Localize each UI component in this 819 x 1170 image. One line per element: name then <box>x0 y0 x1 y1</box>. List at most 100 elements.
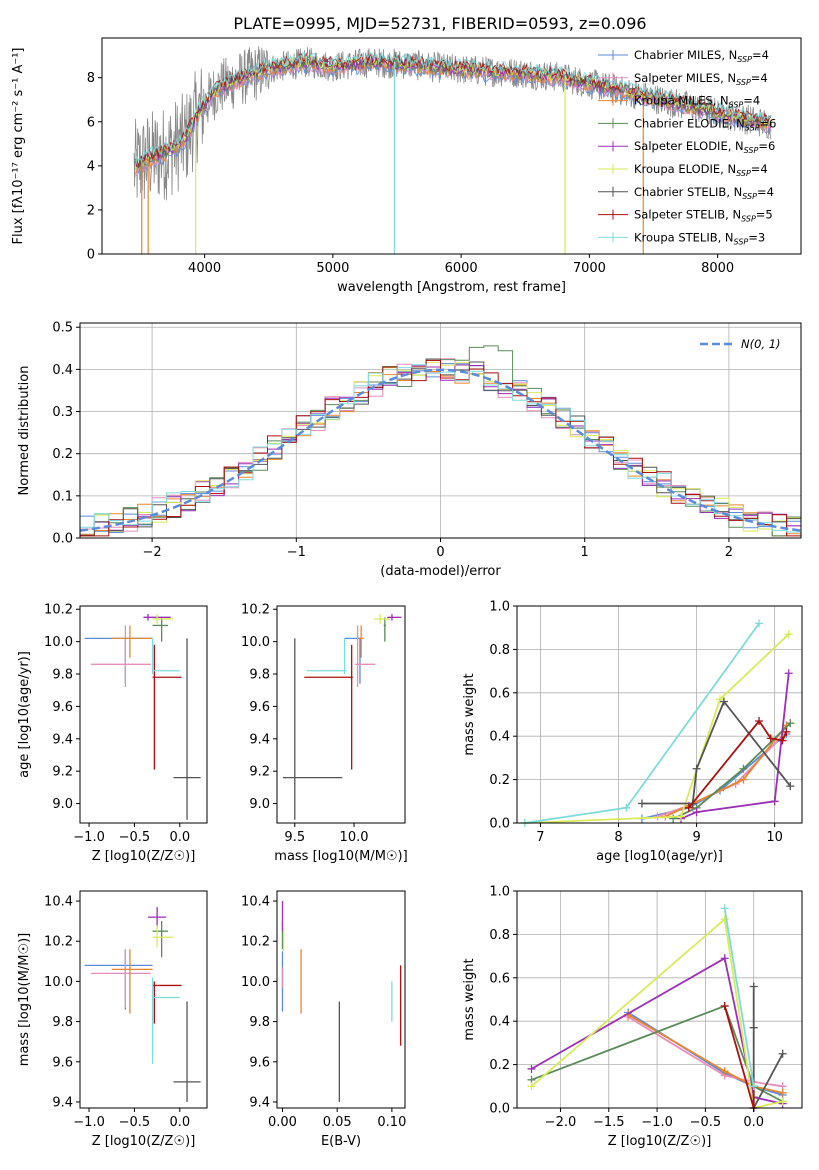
x-tick-label: −1.0 <box>73 830 105 845</box>
mass-weight-point <box>622 803 631 812</box>
normal-legend-label: N(0, 1) <box>741 337 781 351</box>
legend-label: Salpeter ELODIE, NSSP=6 <box>634 139 775 155</box>
x-tick-label: 2 <box>725 545 733 560</box>
y-tick-label: 9.4 <box>52 1095 73 1110</box>
x-axis-label: wavelength [Angstrom, rest frame] <box>337 280 566 295</box>
x-axis-label: Z [log10(Z/Z☉)] <box>608 1134 712 1149</box>
mw_vs_Z-marks <box>527 904 787 1112</box>
y-axis-label: Normed distribution <box>17 366 32 496</box>
x-tick-label: −1.0 <box>73 1115 105 1130</box>
x-tick-label: 6000 <box>445 261 478 276</box>
y-tick-label: 0.8 <box>489 643 510 658</box>
y-tick-label: 0.4 <box>489 730 510 745</box>
x-tick-label: 8000 <box>701 261 734 276</box>
x-tick-label: −1.5 <box>593 1115 625 1130</box>
y-tick-label: 9.2 <box>52 765 73 780</box>
spectrum-marks: Chabrier MILES, NSSP=4 Salpeter MILES, NS… <box>133 46 776 254</box>
mass-weight-line <box>688 719 788 809</box>
y-tick-label: 10.0 <box>44 975 73 990</box>
x-tick-label: 0.0 <box>743 1115 764 1130</box>
y-axis-label: Flux [fλ10⁻¹⁷ erg cm⁻² s⁻¹ A⁻¹] <box>11 48 26 245</box>
mass-weight-point <box>755 619 764 628</box>
y-tick-label: 0.3 <box>52 405 73 420</box>
mass_vs_ebv-frame <box>276 890 406 1109</box>
mass-weight-line <box>531 1004 784 1103</box>
y-tick-label: 8 <box>87 71 95 86</box>
x-tick-label: 4000 <box>188 261 221 276</box>
y-tick-label: 10.2 <box>44 935 73 950</box>
y-tick-label: 10.0 <box>241 635 270 650</box>
mass-weight-line <box>524 622 760 824</box>
y-tick-label: 0.6 <box>489 686 510 701</box>
legend-label: Kroupa STELIB, NSSP=3 <box>634 230 765 246</box>
residuals-marks: N(0, 1) <box>79 337 802 537</box>
mass-weight-line <box>752 986 784 1109</box>
x-tick-label: 5000 <box>316 261 349 276</box>
age_vs_Z-panel: −1.0 −0.5 0.0 9.0 9.2 9.4 9.6 9.8 10.0 10.2 Z [log… <box>17 603 208 864</box>
y-tick-label: 9.0 <box>52 797 73 812</box>
mass-weight-point <box>749 982 758 991</box>
legend-label: Kroupa MILES, NSSP=4 <box>634 94 760 110</box>
x-axis-label: Z [log10(Z/Z☉)] <box>92 849 196 864</box>
y-tick-label: 9.4 <box>52 732 73 747</box>
y-axis-label: age [log10(age/yr)] <box>17 651 32 778</box>
x-tick-label: 0.0 <box>169 830 190 845</box>
legend-label: Chabrier ELODIE, NSSP=6 <box>634 116 776 132</box>
y-tick-label: 10.4 <box>241 895 270 910</box>
x-tick-label: 0.10 <box>377 1115 406 1130</box>
x-tick-label: −0.5 <box>119 1115 151 1130</box>
legend-label: Chabrier STELIB, NSSP=4 <box>634 185 774 201</box>
y-tick-label: 0.2 <box>489 1058 510 1073</box>
mass-weight-line <box>524 633 790 824</box>
x-tick-label: −1.0 <box>641 1115 673 1130</box>
y-tick-label: 10.2 <box>44 603 73 618</box>
y-tick-label: 1.0 <box>489 885 510 900</box>
age_vs_Z-frame <box>79 605 208 824</box>
mass_vs_ebv-marks <box>281 901 402 1102</box>
y-tick-label: 4 <box>87 159 95 174</box>
mass-weight-point <box>749 1023 758 1032</box>
age_vs_mass-frame <box>276 605 406 824</box>
mass-weight-point <box>739 775 748 784</box>
mass-weight-point <box>719 697 728 706</box>
y-tick-label: 0.2 <box>52 447 73 462</box>
mw_vs_Z-panel: −2.0 −1.5 −1.0 −0.5 0.0 0.0 0.2 0.4 0.6 0.8 1.0 Z [… <box>462 885 803 1149</box>
x-tick-label: −0.5 <box>690 1115 722 1130</box>
y-tick-label: 9.8 <box>249 1015 270 1030</box>
y-tick-label: 9.6 <box>249 1055 270 1070</box>
mw_vs_age-frame <box>516 605 803 824</box>
mass-weight-point <box>720 915 729 924</box>
y-tick-label: 9.8 <box>249 668 270 683</box>
legend-label: Salpeter STELIB, NSSP=5 <box>634 208 773 224</box>
legend-label: Salpeter MILES, NSSP=4 <box>634 71 768 87</box>
age_vs_mass-panel: 9.5 10.0 9.0 9.2 9.4 9.6 9.8 10.0 10.2 mass [log1… <box>241 603 408 864</box>
x-axis-label: age [log10(age/yr)] <box>596 849 723 864</box>
x-tick-label: −2 <box>143 545 162 560</box>
mass-weight-point <box>720 1067 729 1076</box>
mw_vs_age-marks <box>520 619 795 827</box>
mass-weight-point <box>755 717 764 726</box>
y-tick-label: 9.8 <box>52 1015 73 1030</box>
mass-weight-point <box>684 803 693 812</box>
y-axis-label: mass weight <box>462 958 477 1040</box>
x-tick-label: 9 <box>692 830 700 845</box>
y-tick-label: 10.0 <box>44 635 73 650</box>
spectrum-frame <box>101 37 802 255</box>
mass-weight-line <box>641 699 792 805</box>
mass-weight-point <box>770 797 779 806</box>
y-tick-label: 6 <box>87 115 95 130</box>
spectrum-legend: Chabrier MILES, NSSP=4 Salpeter MILES, NS… <box>598 48 776 246</box>
mass-weight-line <box>680 673 790 820</box>
y-tick-label: 9.2 <box>249 765 270 780</box>
mw_vs_age-panel: 7 8 9 10 0.0 0.2 0.4 0.6 0.8 1.0 age [log10(age/yr… <box>462 600 803 864</box>
y-tick-label: 10.2 <box>241 935 270 950</box>
mass_vs_Z-marks <box>84 907 201 1102</box>
y-tick-label: 10.2 <box>241 603 270 618</box>
mass-weight-point <box>786 782 795 791</box>
x-tick-label: 9.5 <box>284 830 305 845</box>
x-tick-label: −2.0 <box>545 1115 577 1130</box>
y-tick-label: 9.0 <box>249 797 270 812</box>
x-axis-label: (data-model)/error <box>380 564 501 579</box>
y-tick-label: 0.0 <box>489 1102 510 1117</box>
x-tick-label: −0.5 <box>119 830 151 845</box>
